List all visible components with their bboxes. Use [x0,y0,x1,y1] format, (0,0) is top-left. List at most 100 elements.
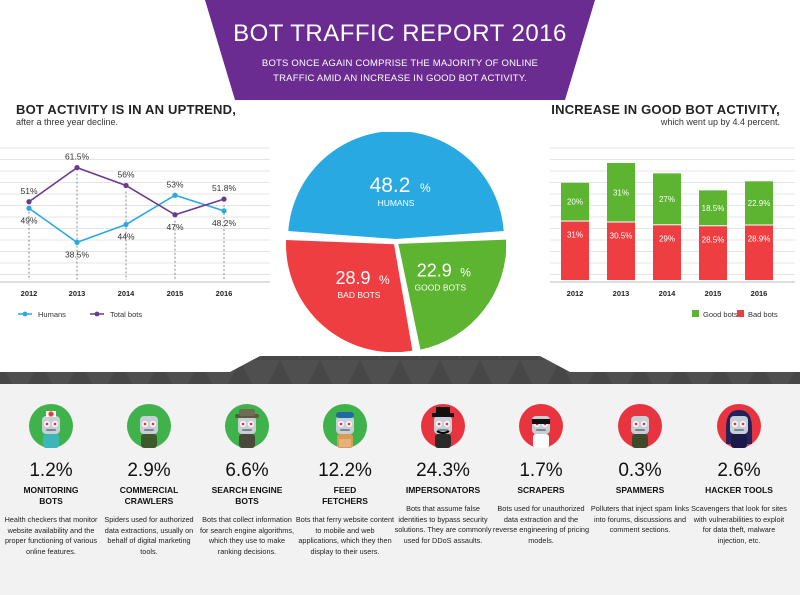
legend-marker [94,311,100,317]
category-3: 12.2% FEED FETCHERS Bots that ferry websi… [295,398,395,557]
pie-value-label: 22.9 [417,261,452,281]
category-description: Scavengers that look for sites with vuln… [691,504,787,545]
bar-x-tick-label: 2013 [613,289,630,298]
category-6: 0.3% SPAMMERS Polluters that inject spam… [590,398,690,536]
bar-data-label: 31% [613,188,629,197]
category-description: Bots that ferry website content to mobil… [295,515,395,556]
category-percent: 12.2% [318,460,372,481]
report-subtitle-line1: BOTS ONCE AGAIN COMPRISE THE MAJORITY OF… [261,58,539,69]
title-banner [205,0,595,100]
pie-slice-bad-bots [286,240,413,352]
category-name: HACKER TOOLS [689,485,789,496]
category-percent: 24.3% [416,460,470,481]
category-description: Health checkers that monitor website ava… [4,515,98,556]
pie-slice-good-bots [398,239,506,350]
line-data-label: 44% [117,232,134,242]
bar-data-label: 28.5% [702,235,725,244]
bar-data-label: 28.9% [748,235,771,244]
category-name: MONITORING BOTS [1,485,101,507]
legend-swatch [737,310,744,317]
bar-bad-bots [699,226,727,280]
line-point [221,208,227,214]
report-subtitle: BOTS ONCE AGAIN COMPRISE THE MAJORITY OF… [250,56,550,86]
line-x-tick-label: 2015 [167,289,184,298]
category-percent: 2.6% [717,460,761,481]
category-percent: 0.3% [618,460,662,481]
pie-value-unit: % [420,181,431,195]
line-data-label: 47% [166,222,183,232]
line-data-label: 49% [20,215,37,225]
category-name-line1: COMMERCIAL [119,485,179,495]
category-7: 2.6% HACKER TOOLS Scavengers that look f… [689,398,789,546]
legend-label: Total bots [110,310,142,319]
left-section-subtitle: after a three year decline. [16,117,119,127]
category-name-line1: MONITORING [23,485,79,495]
category-2: 6.6% SEARCH ENGINE BOTS Bots that collect… [197,398,297,557]
bar-data-label: 30.5% [610,231,633,240]
category-name-line1: FEED [333,485,357,495]
bar-data-label: 22.9% [748,199,771,208]
robot-doctor-icon [1,398,101,454]
category-name-line1: SCRAPERS [517,485,565,495]
robot-spammer-icon [590,398,690,454]
pie-value-label: 48.2 [370,174,411,197]
line-data-label: 38.5% [65,249,90,259]
category-5: 1.7% SCRAPERS Bots used for unauthorized… [491,398,591,546]
line-point [123,221,129,228]
line-point [221,196,227,202]
bar-data-label: 29% [659,234,675,243]
category-name-line2: BOTS [235,496,259,506]
bar-bad-bots [653,225,681,280]
category-name-line1: IMPERSONATORS [405,485,481,495]
report-title: BOT TRAFFIC REPORT 2016 [233,20,567,47]
legend-label: Good bots [703,310,738,319]
line-x-tick-label: 2014 [118,289,136,298]
category-description: Spiders used for authorized data extract… [104,515,194,556]
line-data-label: 51.8% [212,183,237,193]
pie-slice-label: HUMANS [378,198,415,208]
line-data-label: 51% [20,186,37,196]
bar-good-bots [699,190,727,226]
line-point [26,205,32,211]
line-point [74,165,80,171]
bar-bad-bots [607,222,635,280]
category-description: Bots that assume false identities to byp… [394,504,492,545]
pie-value-unit: % [379,273,390,287]
category-name-line1: SPAMMERS [615,485,665,495]
bar-chart: 31% 20% 2012 30.5% 31% 2013 29% 27% 2014 28.5% 18.… [550,147,795,319]
category-name: IMPERSONATORS [393,485,493,496]
category-name: FEED FETCHERS [295,485,395,507]
line-point [74,239,80,245]
category-name-line2: CRAWLERS [124,496,174,506]
bar-good-bots [607,163,635,222]
right-section-heading: INCREASE IN GOOD BOT ACTIVITY, which wen… [551,102,780,127]
bar-x-tick-label: 2012 [567,289,584,298]
line-point [123,182,129,189]
category-percent: 1.7% [519,460,563,481]
left-section-title: BOT ACTIVITY IS IN AN UPTREND, [16,102,237,117]
report-subtitle-line2: TRAFFIC AMID AN INCREASE IN GOOD BOT ACT… [273,73,527,84]
line-x-tick-label: 2013 [69,289,86,298]
robot-detective-icon [197,398,297,454]
bar-data-label: 31% [567,231,583,240]
pie-slice-humans [288,132,504,239]
line-data-label: 48.2% [212,218,237,228]
category-0: 1.2% MONITORING BOTS Health checkers that… [1,398,101,557]
robot-disguise-icon [393,398,493,454]
line-point [26,199,32,205]
pie-slice-label: BAD BOTS [338,290,381,300]
category-name: SCRAPERS [491,485,591,496]
category-description: Bots that collect information for search… [199,515,295,556]
line-point [172,212,178,218]
legend-swatch [692,310,699,317]
line-point [172,192,178,198]
bar-bad-bots [745,225,773,280]
pie-value-unit: % [460,266,471,280]
legend-marker [22,311,28,317]
category-name: SEARCH ENGINE BOTS [197,485,297,507]
bar-x-tick-label: 2014 [659,289,677,298]
line-x-tick-label: 2012 [21,289,38,298]
bar-bad-bots [561,221,589,280]
bar-good-bots [653,173,681,225]
pie-chart: 48.2 % HUMANS 22.9 % GOOD BOTS 28.9 % BAD BOTS [286,132,506,352]
